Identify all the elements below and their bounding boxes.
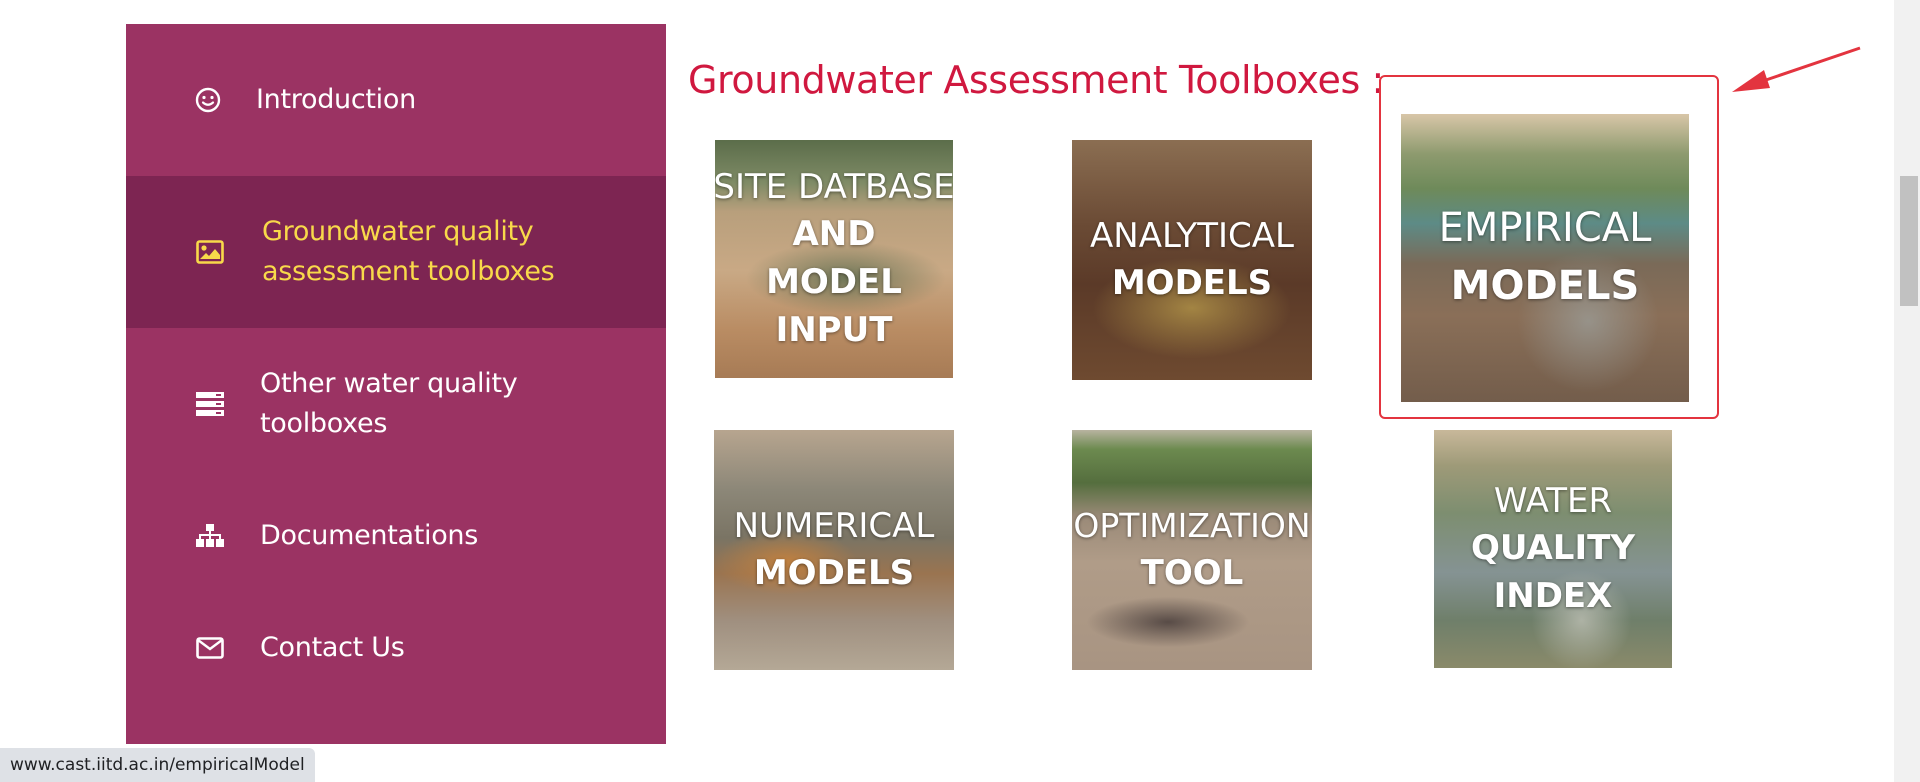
sidebar-nav: Introduction Groundwater quality assessm…: [126, 24, 666, 744]
sidebar-item-label: Documentations: [260, 520, 479, 551]
tile-title: EMPIRICAL: [1438, 205, 1652, 251]
image-icon: [196, 238, 224, 266]
tile-numerical-models[interactable]: NUMERICAL MODELS: [714, 430, 954, 670]
status-url: www.cast.iitd.ac.in/empiricalModel: [0, 748, 315, 782]
server-icon: [196, 390, 224, 418]
tile-title: WATER: [1493, 481, 1613, 521]
tile-title: OPTIMIZATION: [1073, 506, 1311, 545]
sidebar-item-contact-us[interactable]: Contact Us: [126, 592, 666, 704]
tile-subtitle: QUALITY INDEX: [1471, 528, 1635, 616]
sidebar-item-introduction[interactable]: Introduction: [126, 24, 666, 176]
smiley-icon: [194, 86, 222, 114]
sidebar-item-label: Contact Us: [260, 632, 405, 663]
arrow-annotation-icon: [1732, 46, 1861, 92]
tile-subtitle: TOOL: [1140, 553, 1244, 593]
sidebar-item-label: Groundwater quality assessment toolboxes: [262, 216, 555, 287]
tile-empirical-models[interactable]: EMPIRICAL MODELS: [1401, 114, 1689, 402]
page-scrollbar[interactable]: [1894, 0, 1920, 782]
tile-water-quality-index[interactable]: WATER QUALITY INDEX: [1434, 430, 1672, 668]
tile-subtitle: AND MODEL INPUT: [766, 214, 902, 350]
highlight-box: [1379, 75, 1719, 419]
tile-subtitle: MODELS: [753, 553, 915, 593]
sidebar-item-label: Introduction: [256, 84, 416, 115]
tile-analytical-models[interactable]: ANALYTICAL MODELS: [1072, 140, 1312, 380]
sidebar-item-groundwater-toolboxes[interactable]: Groundwater quality assessment toolboxes: [126, 176, 666, 328]
envelope-icon: [196, 634, 224, 662]
tile-optimization-tool[interactable]: OPTIMIZATION TOOL: [1072, 430, 1312, 670]
tile-site-database[interactable]: SITE DATBASE AND MODEL INPUT: [715, 140, 953, 378]
sitemap-icon: [196, 522, 224, 550]
sidebar-item-label: Other water quality toolboxes: [260, 368, 518, 439]
page-heading: Groundwater Assessment Toolboxes :: [688, 58, 1384, 102]
sidebar-item-other-toolboxes[interactable]: Other water quality toolboxes: [126, 328, 666, 480]
sidebar-item-documentations[interactable]: Documentations: [126, 480, 666, 592]
scrollbar-thumb[interactable]: [1900, 176, 1918, 306]
tile-title: NUMERICAL: [733, 506, 935, 546]
tile-subtitle: MODELS: [1450, 263, 1640, 309]
tile-title: SITE DATBASE: [715, 167, 953, 207]
tile-title: ANALYTICAL: [1090, 216, 1294, 256]
tile-subtitle: MODELS: [1111, 263, 1273, 303]
